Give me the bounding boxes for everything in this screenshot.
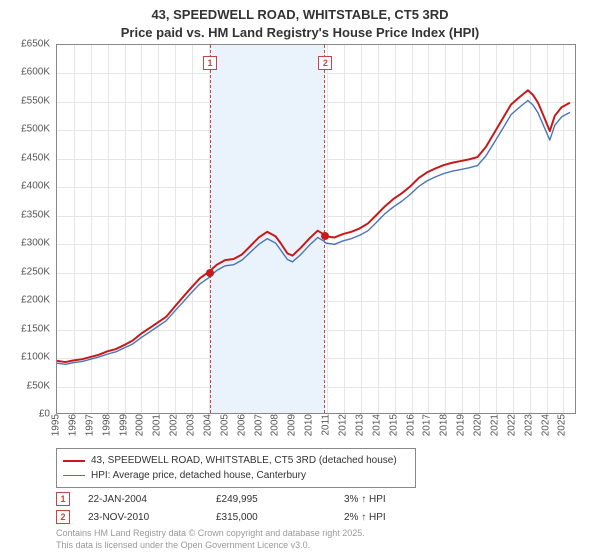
x-tick-label: 2012 bbox=[338, 414, 349, 436]
y-tick-label: £50K bbox=[27, 380, 50, 391]
x-tick-label: 2004 bbox=[202, 414, 213, 436]
x-tick-label: 1999 bbox=[118, 414, 129, 436]
x-tick-label: 2006 bbox=[236, 414, 247, 436]
legend-box: 43, SPEEDWELL ROAD, WHITSTABLE, CT5 3RD … bbox=[56, 448, 416, 488]
title-line-1: 43, SPEEDWELL ROAD, WHITSTABLE, CT5 3RD bbox=[0, 6, 600, 24]
x-tick-label: 2019 bbox=[456, 414, 467, 436]
legend-label: 43, SPEEDWELL ROAD, WHITSTABLE, CT5 3RD … bbox=[91, 453, 397, 468]
x-tick-label: 1996 bbox=[67, 414, 78, 436]
y-tick-label: £300K bbox=[21, 238, 50, 249]
legend-swatch bbox=[63, 475, 85, 476]
chart-title-block: 43, SPEEDWELL ROAD, WHITSTABLE, CT5 3RD … bbox=[0, 0, 600, 43]
sale-marker-2: 2 bbox=[318, 56, 332, 70]
y-tick-label: £350K bbox=[21, 209, 50, 220]
footer-line-1: Contains HM Land Registry data © Crown c… bbox=[56, 528, 365, 540]
sale-delta: 3% ↑ HPI bbox=[344, 494, 386, 505]
sale-delta: 2% ↑ HPI bbox=[344, 512, 386, 523]
legend-swatch bbox=[63, 460, 85, 462]
x-tick-label: 2024 bbox=[540, 414, 551, 436]
x-tick-label: 2021 bbox=[489, 414, 500, 436]
y-tick-label: £200K bbox=[21, 295, 50, 306]
sale-dot bbox=[321, 232, 329, 240]
x-tick-label: 1998 bbox=[101, 414, 112, 436]
sale-marker-inline: 1 bbox=[56, 492, 70, 506]
x-tick-label: 2020 bbox=[473, 414, 484, 436]
x-axis: 1995199619971998199920002001200220032004… bbox=[56, 414, 576, 442]
y-tick-label: £500K bbox=[21, 124, 50, 135]
x-tick-label: 2002 bbox=[169, 414, 180, 436]
x-tick-label: 1997 bbox=[84, 414, 95, 436]
footer-attribution: Contains HM Land Registry data © Crown c… bbox=[56, 528, 365, 551]
y-tick-label: £100K bbox=[21, 352, 50, 363]
sale-dot bbox=[206, 269, 214, 277]
sale-row: 1 22-JAN-2004 £249,995 3% ↑ HPI bbox=[56, 490, 386, 508]
sale-price: £249,995 bbox=[216, 494, 326, 505]
series-svg bbox=[57, 45, 575, 413]
sale-marker-1: 1 bbox=[203, 56, 217, 70]
x-tick-label: 2003 bbox=[186, 414, 197, 436]
sale-marker-inline: 2 bbox=[56, 510, 70, 524]
y-tick-label: £400K bbox=[21, 181, 50, 192]
y-tick-label: £450K bbox=[21, 152, 50, 163]
footer-line-2: This data is licensed under the Open Gov… bbox=[56, 540, 365, 552]
y-tick-label: £250K bbox=[21, 266, 50, 277]
sale-date: 22-JAN-2004 bbox=[88, 494, 198, 505]
title-line-2: Price paid vs. HM Land Registry's House … bbox=[0, 24, 600, 42]
x-tick-label: 2005 bbox=[219, 414, 230, 436]
x-tick-label: 2010 bbox=[304, 414, 315, 436]
legend-label: HPI: Average price, detached house, Cant… bbox=[91, 468, 306, 483]
x-tick-label: 2025 bbox=[557, 414, 568, 436]
legend-row: 43, SPEEDWELL ROAD, WHITSTABLE, CT5 3RD … bbox=[63, 453, 409, 468]
x-tick-label: 2015 bbox=[388, 414, 399, 436]
x-tick-label: 2000 bbox=[135, 414, 146, 436]
x-tick-label: 2023 bbox=[523, 414, 534, 436]
x-tick-label: 2022 bbox=[506, 414, 517, 436]
x-tick-label: 2001 bbox=[152, 414, 163, 436]
x-tick-label: 1995 bbox=[51, 414, 62, 436]
x-tick-label: 2016 bbox=[405, 414, 416, 436]
x-tick-label: 2007 bbox=[253, 414, 264, 436]
x-tick-label: 2009 bbox=[287, 414, 298, 436]
sales-table: 1 22-JAN-2004 £249,995 3% ↑ HPI 2 23-NOV-2010… bbox=[56, 490, 386, 526]
y-axis: £0£50K£100K£150K£200K£250K£300K£350K£400… bbox=[0, 44, 54, 414]
y-tick-label: £600K bbox=[21, 67, 50, 78]
x-tick-label: 2011 bbox=[321, 414, 332, 436]
x-tick-label: 2008 bbox=[270, 414, 281, 436]
x-tick-label: 2013 bbox=[354, 414, 365, 436]
x-tick-label: 2017 bbox=[422, 414, 433, 436]
sale-date: 23-NOV-2010 bbox=[88, 512, 198, 523]
y-tick-label: £550K bbox=[21, 95, 50, 106]
chart-plot-area: 12 bbox=[56, 44, 576, 414]
y-tick-label: £150K bbox=[21, 323, 50, 334]
sale-price: £315,000 bbox=[216, 512, 326, 523]
y-tick-label: £0 bbox=[39, 409, 50, 420]
x-tick-label: 2014 bbox=[371, 414, 382, 436]
series-hpi bbox=[57, 100, 570, 364]
x-tick-label: 2018 bbox=[439, 414, 450, 436]
sale-row: 2 23-NOV-2010 £315,000 2% ↑ HPI bbox=[56, 508, 386, 526]
series-price_paid bbox=[57, 90, 570, 362]
legend-row: HPI: Average price, detached house, Cant… bbox=[63, 468, 409, 483]
y-tick-label: £650K bbox=[21, 39, 50, 50]
